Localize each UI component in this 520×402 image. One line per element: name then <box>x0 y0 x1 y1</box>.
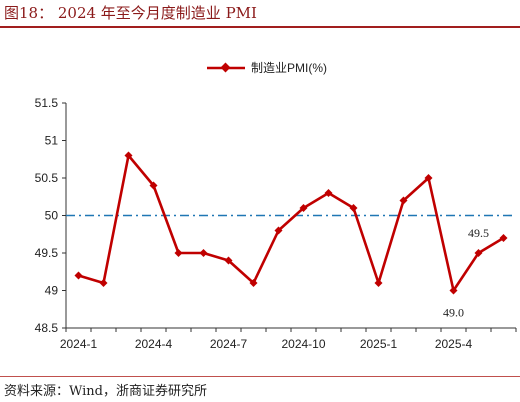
data-point <box>299 204 308 212</box>
axes: 48.5 49 49.5 50 50.5 51 51.5 2024-1 2024-4 2024-7… <box>35 96 517 351</box>
y-tick-label: 51.5 <box>35 96 59 110</box>
x-tick-label: 2024-10 <box>281 337 325 351</box>
data-point <box>199 249 208 257</box>
data-label: 49.5 <box>468 226 489 240</box>
data-label: 49.0 <box>443 306 464 320</box>
data-point <box>424 174 433 182</box>
data-point <box>174 249 183 257</box>
footer-rule <box>0 376 520 377</box>
data-point <box>349 204 358 212</box>
legend-diamond-marker <box>220 62 231 73</box>
y-tick-label: 50 <box>45 209 59 223</box>
data-point <box>274 226 283 235</box>
x-tick-label: 2024-4 <box>135 337 173 351</box>
annotations-group: 49.0 49.5 <box>443 226 489 320</box>
x-tick-label: 2024-1 <box>60 337 98 351</box>
y-tick-label: 49 <box>45 284 59 298</box>
data-point <box>399 196 408 205</box>
data-point <box>99 279 108 287</box>
data-point <box>499 234 508 242</box>
series-group <box>74 151 508 295</box>
legend: 制造业PMI(%) <box>207 61 327 75</box>
x-tick-label: 2024-7 <box>210 337 248 351</box>
data-point <box>74 271 83 280</box>
y-tick-label: 51 <box>45 134 59 148</box>
title-rule <box>0 26 520 28</box>
data-point <box>249 279 258 287</box>
pmi-line-chart: 制造业PMI(%) 48.5 49 49.5 50 50.5 51 51.5 2024-1 20… <box>35 61 517 351</box>
source-note: 资料来源：Wind，浙商证券研究所 <box>4 384 207 399</box>
y-tick-label: 49.5 <box>35 246 59 260</box>
legend-label: 制造业PMI(%) <box>251 61 327 75</box>
y-tick-label: 50.5 <box>35 171 59 185</box>
series-line-manufacturing-pmi <box>78 154 505 292</box>
data-point <box>324 189 333 197</box>
x-tick-label: 2025-4 <box>435 337 473 351</box>
x-tick-label: 2025-1 <box>360 337 398 351</box>
data-point <box>449 286 458 295</box>
data-point <box>374 279 383 287</box>
figure-title: 图18： 2024 年至今月度制造业 PMI <box>4 4 257 22</box>
y-tick-label: 48.5 <box>35 321 59 335</box>
data-point <box>124 151 133 160</box>
data-point <box>224 256 233 265</box>
data-point <box>474 249 483 257</box>
data-point <box>149 181 158 190</box>
